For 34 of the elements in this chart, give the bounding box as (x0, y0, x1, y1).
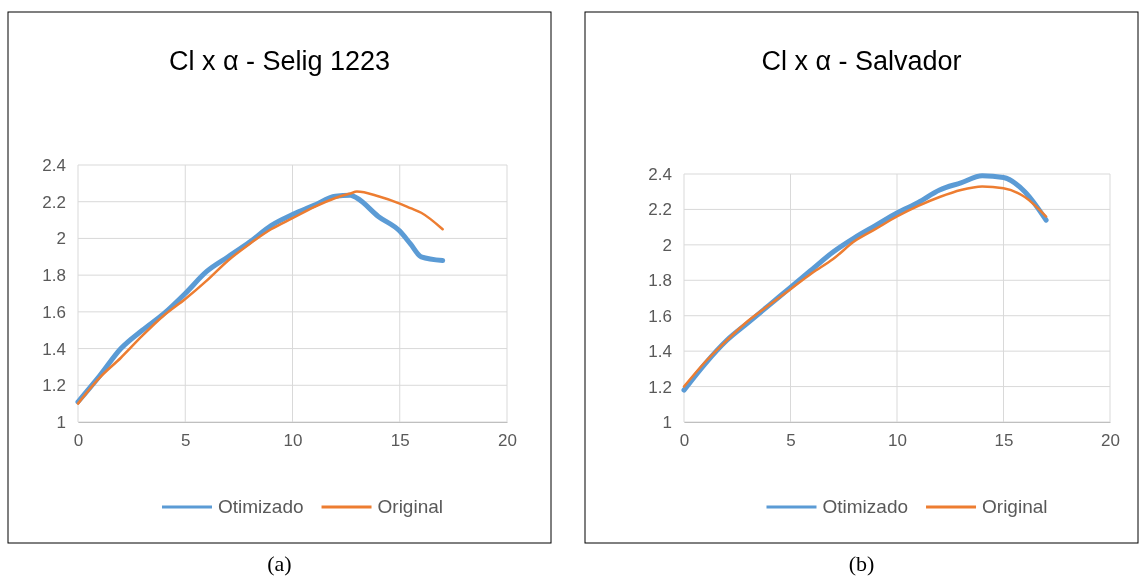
x-tick-label: 15 (994, 431, 1014, 451)
legend-label: Otimizado (822, 496, 909, 517)
x-tick-label: 0 (73, 431, 84, 451)
chart-title: Cl x α - Selig 1223 (168, 46, 391, 76)
x-tick-label: 10 (888, 431, 907, 451)
legend-label: Otimizado (217, 496, 304, 517)
text: (a) (267, 551, 292, 576)
x-tick-label: 20 (1101, 431, 1120, 451)
y-tick-label: 1.2 (648, 377, 672, 397)
y-tick-label: 1.4 (42, 339, 66, 359)
y-tick-label: 1 (662, 412, 672, 432)
legend-label: Original (377, 496, 444, 517)
x-tick-label: 0 (679, 431, 690, 451)
y-tick-label: 1.2 (42, 376, 66, 396)
chart-title: Cl x α - Salvador (761, 46, 962, 76)
x-tick-label: 10 (283, 431, 303, 451)
legend-label: Original (982, 496, 1048, 517)
y-tick-label: 2 (56, 229, 66, 249)
text: (b) (848, 551, 875, 576)
y-tick-label: 2 (662, 235, 672, 255)
y-tick-label: 2.4 (648, 164, 672, 184)
y-tick-label: 1.4 (648, 342, 672, 362)
y-tick-label: 1.6 (648, 306, 672, 326)
y-tick-label: 2.2 (648, 200, 672, 220)
x-tick-label: 5 (786, 431, 796, 451)
y-tick-label: 2.4 (42, 155, 66, 175)
y-tick-label: 1 (56, 412, 66, 432)
x-tick-label: 15 (390, 431, 410, 451)
x-tick-label: 5 (181, 431, 191, 451)
y-tick-label: 1.8 (42, 266, 66, 286)
x-tick-label: 20 (498, 431, 517, 451)
y-tick-label: 1.8 (648, 271, 672, 291)
y-tick-label: 1.6 (42, 302, 66, 322)
y-tick-label: 2.2 (42, 192, 66, 212)
